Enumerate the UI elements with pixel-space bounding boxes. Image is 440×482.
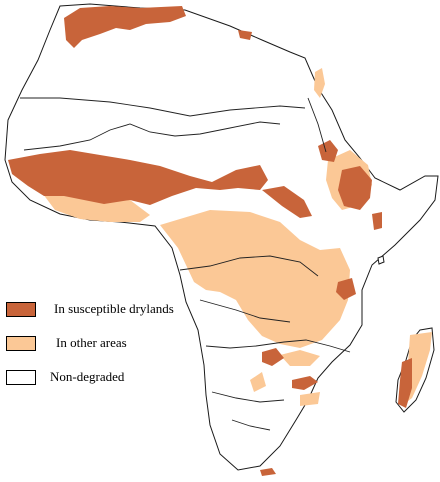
legend-item-non-degraded: Non-degraded [4, 366, 204, 400]
legend-item-susceptible-drylands: In susceptible drylands [4, 298, 204, 332]
island-outline [377, 255, 385, 265]
legend-label-drylands: In susceptible drylands [54, 301, 174, 316]
degraded-susceptible-drylands [8, 6, 412, 476]
legend-item-other-areas: In other areas [4, 332, 204, 366]
legend-label-other-areas: In other areas [56, 335, 127, 350]
legend-label-non-degraded: Non-degraded [50, 369, 125, 384]
legend-swatch-drylands [6, 302, 36, 317]
rivers-and-boundaries [20, 97, 351, 431]
legend-swatch-non-degraded [6, 370, 36, 385]
map-legend: In susceptible drylands In other areas N… [4, 298, 204, 400]
legend-swatch-other-areas [6, 336, 36, 351]
degraded-other-areas [40, 68, 432, 406]
